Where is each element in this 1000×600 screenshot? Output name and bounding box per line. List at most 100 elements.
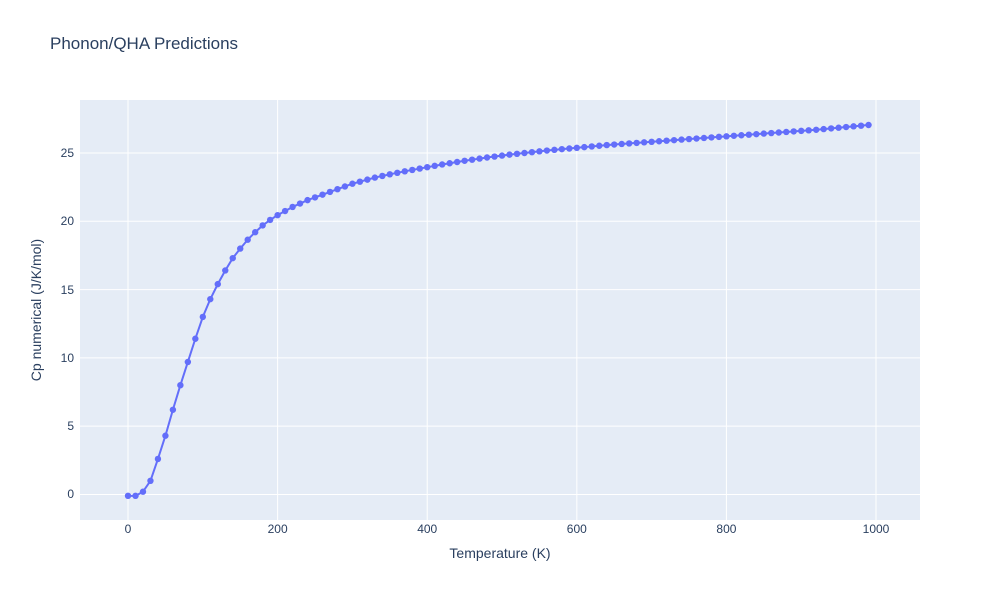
data-point[interactable] <box>319 191 326 198</box>
data-point[interactable] <box>812 126 820 133</box>
data-point[interactable] <box>222 267 229 274</box>
data-point[interactable] <box>349 180 356 187</box>
data-point[interactable] <box>289 203 296 211</box>
data-point[interactable] <box>521 149 528 157</box>
data-point[interactable] <box>498 152 506 159</box>
data-point[interactable] <box>558 145 566 153</box>
data-point[interactable] <box>401 168 408 175</box>
data-point[interactable] <box>738 132 745 139</box>
data-point[interactable] <box>783 128 790 136</box>
data-point[interactable] <box>296 200 304 207</box>
data-point[interactable] <box>192 335 199 342</box>
data-point[interactable] <box>618 140 625 148</box>
data-point[interactable] <box>124 492 132 500</box>
data-point[interactable] <box>865 121 872 129</box>
data-point[interactable] <box>805 127 812 134</box>
data-point[interactable] <box>476 155 483 162</box>
data-point[interactable] <box>678 136 685 143</box>
data-point[interactable] <box>409 166 416 174</box>
data-point[interactable] <box>715 133 723 141</box>
data-point[interactable] <box>304 196 311 204</box>
data-point[interactable] <box>371 174 379 181</box>
data-point[interactable] <box>229 254 236 262</box>
data-point[interactable] <box>341 183 349 190</box>
data-point[interactable] <box>177 381 184 389</box>
data-point[interactable] <box>611 141 618 148</box>
data-point[interactable] <box>431 162 438 170</box>
data-point[interactable] <box>438 161 446 168</box>
data-point[interactable] <box>827 125 835 132</box>
data-point[interactable] <box>685 135 693 143</box>
data-point[interactable] <box>723 133 730 140</box>
data-point[interactable] <box>491 153 498 160</box>
data-point[interactable] <box>169 406 177 413</box>
data-point[interactable] <box>364 176 371 183</box>
data-point[interactable] <box>132 492 139 500</box>
data-point[interactable] <box>603 141 610 149</box>
data-point[interactable] <box>768 129 775 137</box>
data-point[interactable] <box>237 245 244 252</box>
data-point[interactable] <box>693 135 700 142</box>
data-point[interactable] <box>424 164 431 171</box>
data-point[interactable] <box>536 148 543 155</box>
data-point[interactable] <box>760 130 768 137</box>
plot-canvas[interactable] <box>80 100 920 520</box>
data-point[interactable] <box>730 132 738 139</box>
data-point[interactable] <box>468 156 476 163</box>
plot-area[interactable] <box>80 100 920 520</box>
data-point[interactable] <box>506 151 513 158</box>
data-point[interactable] <box>461 157 468 164</box>
data-point[interactable] <box>311 194 319 201</box>
data-point[interactable] <box>214 280 221 288</box>
data-point[interactable] <box>281 207 289 215</box>
data-point[interactable] <box>394 169 401 176</box>
data-point[interactable] <box>625 140 633 147</box>
data-point[interactable] <box>162 432 169 439</box>
data-point[interactable] <box>199 313 207 321</box>
data-point[interactable] <box>483 154 491 161</box>
data-point[interactable] <box>386 171 394 178</box>
data-point[interactable] <box>334 185 341 193</box>
data-point[interactable] <box>790 128 797 135</box>
data-point[interactable] <box>274 211 281 219</box>
data-point[interactable] <box>184 358 192 366</box>
data-point[interactable] <box>835 124 842 131</box>
data-point[interactable] <box>528 148 536 156</box>
data-point[interactable] <box>139 488 147 495</box>
data-point[interactable] <box>154 455 162 463</box>
data-point[interactable] <box>670 136 678 144</box>
data-point[interactable] <box>207 295 214 303</box>
data-point[interactable] <box>244 236 251 243</box>
data-point[interactable] <box>147 477 154 484</box>
data-point[interactable] <box>596 142 603 149</box>
data-point[interactable] <box>857 122 865 129</box>
data-point[interactable] <box>581 143 588 151</box>
data-point[interactable] <box>648 138 655 145</box>
data-point[interactable] <box>573 144 581 151</box>
data-point[interactable] <box>700 134 708 142</box>
data-point[interactable] <box>775 129 782 136</box>
data-point[interactable] <box>446 160 453 167</box>
data-point[interactable] <box>266 216 274 224</box>
data-point[interactable] <box>251 229 259 236</box>
data-point[interactable] <box>850 123 857 130</box>
data-point[interactable] <box>708 134 715 141</box>
data-point[interactable] <box>798 127 805 135</box>
data-point[interactable] <box>655 138 663 145</box>
data-point[interactable] <box>663 137 670 144</box>
data-point[interactable] <box>633 139 640 147</box>
data-point[interactable] <box>753 130 760 138</box>
data-point[interactable] <box>356 178 364 185</box>
data-point[interactable] <box>820 125 827 133</box>
data-point[interactable] <box>453 158 461 166</box>
data-point[interactable] <box>379 172 386 180</box>
data-point[interactable] <box>745 131 753 138</box>
data-point[interactable] <box>259 222 266 229</box>
data-point[interactable] <box>566 145 573 152</box>
data-point[interactable] <box>842 123 850 131</box>
data-point[interactable] <box>551 146 558 154</box>
data-point[interactable] <box>513 150 521 158</box>
data-point[interactable] <box>326 188 334 196</box>
data-point[interactable] <box>543 147 551 154</box>
data-point[interactable] <box>416 165 423 172</box>
